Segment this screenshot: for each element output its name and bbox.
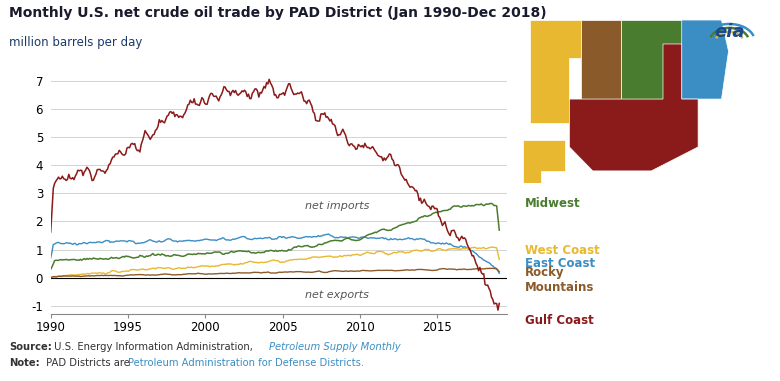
Text: eia: eia (714, 23, 745, 41)
Polygon shape (581, 20, 621, 99)
Text: Gulf Coast: Gulf Coast (525, 314, 594, 327)
Text: net imports: net imports (305, 201, 369, 211)
Text: East Coast: East Coast (525, 257, 594, 270)
Text: Note:: Note: (9, 359, 40, 368)
Polygon shape (621, 20, 682, 99)
Text: U.S. Energy Information Administration,: U.S. Energy Information Administration, (51, 343, 256, 352)
Text: net exports: net exports (305, 290, 369, 300)
Polygon shape (530, 20, 581, 123)
Text: Monthly U.S. net crude oil trade by PAD District (Jan 1990-Dec 2018): Monthly U.S. net crude oil trade by PAD … (9, 6, 547, 20)
Text: PAD Districts are: PAD Districts are (43, 359, 133, 368)
Text: million barrels per day: million barrels per day (9, 36, 143, 49)
Text: Petroleum Administration for Defense Districts.: Petroleum Administration for Defense Dis… (128, 359, 364, 368)
Text: Midwest: Midwest (525, 197, 580, 210)
Text: Source:: Source: (9, 343, 52, 352)
Polygon shape (569, 44, 698, 171)
Text: West Coast: West Coast (525, 244, 599, 257)
Polygon shape (523, 140, 565, 183)
Polygon shape (682, 20, 729, 99)
Text: Rocky
Mountains: Rocky Mountains (525, 266, 594, 294)
Text: Petroleum Supply Monthly: Petroleum Supply Monthly (269, 343, 401, 352)
